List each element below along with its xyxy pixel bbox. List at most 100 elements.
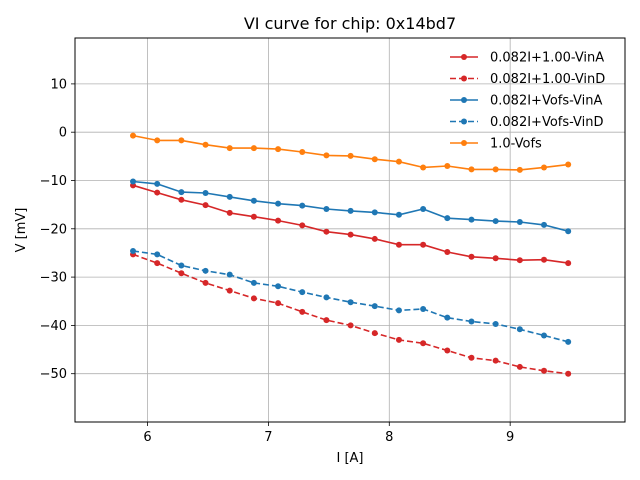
data-point <box>516 363 523 370</box>
data-point <box>323 205 330 212</box>
data-point <box>250 213 257 220</box>
series-4 <box>130 132 572 173</box>
data-point <box>275 200 282 207</box>
data-point <box>420 340 427 347</box>
data-point <box>541 367 548 374</box>
data-point <box>541 256 548 263</box>
data-point <box>492 357 499 364</box>
data-point <box>444 314 451 321</box>
data-point <box>226 145 233 152</box>
data-point <box>492 255 499 262</box>
data-point <box>371 303 378 310</box>
data-point <box>154 260 161 267</box>
legend-swatch-marker <box>461 118 467 125</box>
data-point <box>275 146 282 153</box>
data-point <box>154 251 161 258</box>
y-tick-label: −10 <box>40 174 67 189</box>
data-point <box>492 166 499 173</box>
data-point <box>323 294 330 301</box>
data-point <box>420 305 427 312</box>
data-point <box>492 218 499 225</box>
data-point <box>226 209 233 216</box>
legend-entry-3: 0.082I+Vofs-VinD <box>450 115 604 130</box>
data-point <box>154 189 161 196</box>
data-point <box>299 289 306 296</box>
data-point <box>444 215 451 222</box>
grid-lines <box>75 38 625 422</box>
data-point <box>226 271 233 278</box>
series-2 <box>130 178 572 235</box>
data-point <box>202 141 209 148</box>
y-tick-label: 0 <box>59 126 67 141</box>
data-point <box>516 166 523 173</box>
data-point <box>516 257 523 264</box>
y-tick-label: −20 <box>40 222 67 237</box>
y-axis-label: V [mV] <box>14 208 29 253</box>
legend-label: 0.082I+Vofs-VinA <box>490 94 603 109</box>
legend-swatch-marker <box>461 140 467 146</box>
y-tick-label: −30 <box>40 271 67 286</box>
data-point <box>299 148 306 155</box>
plot-frame <box>74 37 626 423</box>
data-point <box>420 241 427 248</box>
data-point <box>347 207 354 214</box>
data-point <box>299 222 306 229</box>
data-point <box>565 260 572 267</box>
data-point <box>395 158 402 165</box>
data-point <box>323 152 330 159</box>
data-point <box>468 354 475 361</box>
y-tick-label: −40 <box>40 319 67 334</box>
legend-entry-4: 1.0-Vofs <box>450 137 542 152</box>
data-point <box>468 318 475 325</box>
data-point <box>130 248 137 255</box>
data-point <box>541 332 548 339</box>
data-point <box>444 347 451 354</box>
series-layer <box>130 132 572 377</box>
data-point <box>202 267 209 274</box>
data-point <box>347 152 354 159</box>
legend-swatch-marker <box>461 75 467 82</box>
data-point <box>275 217 282 224</box>
data-point <box>541 164 548 171</box>
y-tick-label: −50 <box>40 367 67 382</box>
data-point <box>395 211 402 218</box>
data-point <box>250 197 257 204</box>
data-point <box>226 287 233 294</box>
data-point <box>178 262 185 269</box>
data-point <box>178 270 185 277</box>
data-point <box>323 228 330 235</box>
x-axis-label: I [A] <box>336 451 363 466</box>
data-point <box>468 166 475 173</box>
data-point <box>202 279 209 286</box>
legend-label: 0.082I+1.00-VinA <box>490 51 604 66</box>
data-point <box>371 156 378 163</box>
data-point <box>275 300 282 307</box>
data-point <box>347 299 354 306</box>
data-point <box>371 330 378 337</box>
chart-title: VI curve for chip: 0x14bd7 <box>244 14 456 33</box>
data-point <box>492 320 499 327</box>
data-point <box>420 164 427 171</box>
y-tick-label: 10 <box>50 77 67 92</box>
data-point <box>226 193 233 200</box>
data-point <box>178 196 185 203</box>
legend: 0.082I+1.00-VinA 0.082I+1.00-VinD 0.082I+V… <box>450 51 605 152</box>
data-point <box>250 145 257 152</box>
data-point <box>275 283 282 290</box>
data-point <box>541 221 548 228</box>
series-1 <box>130 251 572 377</box>
data-point <box>250 295 257 302</box>
data-point <box>154 180 161 187</box>
data-point <box>565 161 572 168</box>
data-point <box>299 308 306 315</box>
data-point <box>420 205 427 212</box>
legend-swatch-marker <box>461 97 467 103</box>
data-point <box>565 338 572 345</box>
series-3 <box>130 248 572 345</box>
data-point <box>395 241 402 248</box>
data-point <box>468 216 475 223</box>
legend-label: 0.082I+1.00-VinD <box>490 72 605 87</box>
data-point <box>395 307 402 314</box>
